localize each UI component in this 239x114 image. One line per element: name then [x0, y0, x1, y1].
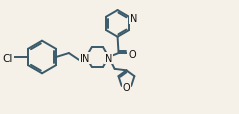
Text: N: N: [82, 54, 90, 63]
Text: N: N: [80, 54, 87, 63]
Text: Cl: Cl: [3, 54, 13, 63]
Text: O: O: [128, 50, 136, 60]
Text: N: N: [130, 14, 137, 23]
Text: N: N: [105, 54, 112, 63]
Text: O: O: [123, 82, 130, 92]
